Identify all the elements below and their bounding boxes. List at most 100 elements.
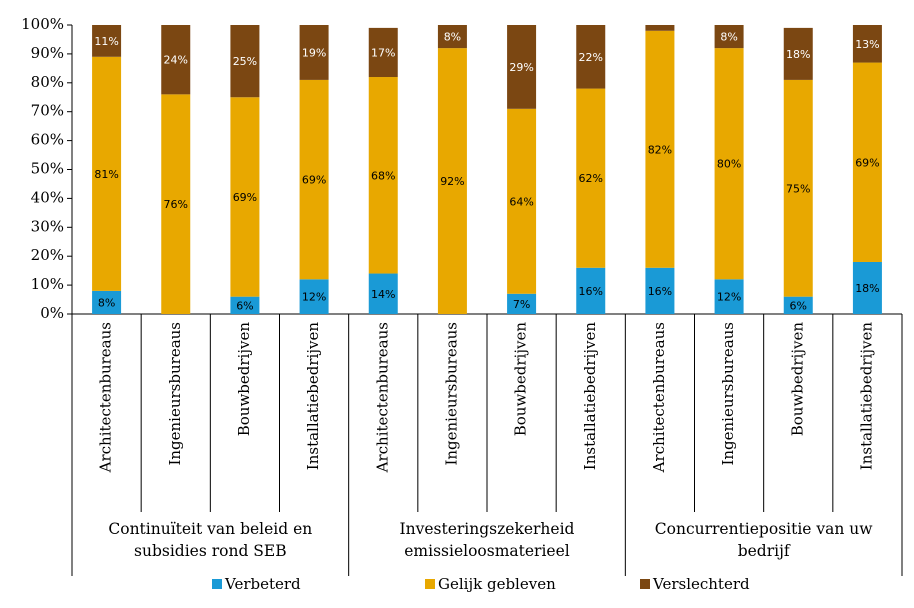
bar-segment	[852, 261, 882, 314]
bar-segment	[161, 94, 191, 314]
y-tick-label: 20%	[31, 246, 64, 264]
bar-segment	[437, 48, 467, 315]
data-label: 18%	[855, 282, 879, 295]
data-label: 12%	[302, 291, 326, 304]
bar-segment	[714, 48, 744, 280]
data-label: 29%	[509, 61, 533, 74]
data-label: 16%	[579, 285, 603, 298]
data-label: 8%	[720, 31, 737, 44]
bar-segment	[783, 296, 813, 314]
data-label: 6%	[790, 299, 807, 312]
data-label: 7%	[513, 298, 530, 311]
data-label: 76%	[164, 198, 188, 211]
data-label: 11%	[94, 35, 118, 48]
x-tick-label: Bouwbedrijven	[235, 322, 253, 437]
bar-segment	[161, 25, 191, 95]
data-label: 69%	[302, 174, 326, 187]
bar-segment	[368, 27, 398, 78]
x-tick-label: Ingenieursbureaus	[442, 322, 460, 466]
x-tick-label: Architectenbureaus	[97, 322, 115, 473]
y-tick-label: 100%	[21, 15, 64, 33]
x-tick-label: Bouwbedrijven	[788, 322, 806, 437]
y-tick-label: 10%	[31, 275, 64, 293]
x-tick-label: Installatiebedrijven	[857, 322, 875, 471]
data-label: 81%	[94, 168, 118, 181]
bar-segment	[576, 25, 606, 89]
bar-segment	[368, 77, 398, 274]
data-label: 80%	[717, 158, 741, 171]
y-tick-label: 0%	[40, 304, 64, 322]
bar-segment	[852, 25, 882, 63]
y-tick-label: 30%	[31, 217, 64, 235]
x-tick-label: Bouwbedrijven	[512, 322, 530, 437]
x-tick-label: Architectenbureaus	[650, 322, 668, 473]
x-tick-label: Ingenieursbureaus	[719, 322, 737, 466]
bar-segment	[92, 290, 122, 314]
bar-segment	[230, 296, 260, 314]
bar-segment	[230, 25, 260, 98]
data-label: 14%	[371, 288, 395, 301]
bar-segment	[783, 79, 813, 297]
data-label: 18%	[786, 48, 810, 61]
data-label: 19%	[302, 46, 326, 59]
bar-segment	[299, 79, 329, 280]
x-tick-label: Ingenieursbureaus	[166, 322, 184, 466]
y-tick-label: 50%	[31, 160, 64, 178]
data-label: 69%	[855, 156, 879, 169]
bar-segment	[368, 273, 398, 314]
legend-swatch	[640, 579, 650, 589]
bar-segment	[645, 25, 675, 31]
x-tick-label: Installatiebedrijven	[304, 322, 322, 471]
bar-segment	[507, 108, 537, 294]
bar-segment	[92, 25, 122, 57]
data-label: 24%	[164, 54, 188, 67]
bar-segment	[576, 267, 606, 314]
bar-segment	[507, 293, 537, 314]
legend-swatch	[212, 579, 222, 589]
bar-segment	[714, 25, 744, 49]
bar-segment	[645, 267, 675, 314]
y-tick-label: 80%	[31, 73, 64, 91]
data-label: 92%	[440, 175, 464, 188]
y-tick-label: 40%	[31, 188, 64, 206]
y-tick-label: 60%	[31, 131, 64, 149]
group-label: Concurrentiepositie van uw bedrijf	[654, 520, 873, 560]
data-label: 12%	[717, 291, 741, 304]
data-label: 69%	[233, 191, 257, 204]
x-tick-label: Installatiebedrijven	[581, 322, 599, 471]
bar-segment	[852, 62, 882, 262]
data-label: 22%	[579, 51, 603, 64]
y-tick-label: 90%	[31, 44, 64, 62]
bar-segment	[230, 97, 260, 297]
data-label: 16%	[648, 285, 672, 298]
bar-segment	[645, 30, 675, 268]
bar-segment	[299, 279, 329, 314]
group-label: Continuïteit van beleid en subsidies ron…	[108, 520, 313, 560]
data-label: 6%	[236, 299, 253, 312]
y-tick-label: 70%	[31, 102, 64, 120]
data-label: 75%	[786, 182, 810, 195]
data-label: 8%	[444, 31, 461, 44]
legend-label: Verbeterd	[224, 575, 301, 593]
data-label: 13%	[855, 38, 879, 51]
data-label: 82%	[648, 143, 672, 156]
data-label: 68%	[371, 169, 395, 182]
bar-segment	[714, 279, 744, 314]
data-label: 62%	[579, 172, 603, 185]
data-label: 17%	[371, 46, 395, 59]
legend-label: Gelijk gebleven	[438, 575, 556, 593]
bar-segment	[437, 25, 467, 49]
bar-segment	[92, 56, 122, 291]
bar-segment	[299, 25, 329, 80]
data-label: 25%	[233, 55, 257, 68]
bar-segment	[783, 27, 813, 80]
data-label: 8%	[98, 296, 115, 309]
bar-segment	[507, 25, 537, 109]
group-label: Investeringszekerheid emissieloosmaterie…	[399, 520, 575, 560]
data-label: 64%	[509, 195, 533, 208]
legend-label: Verslechterd	[652, 575, 750, 593]
legend-swatch	[425, 579, 435, 589]
x-tick-label: Architectenbureaus	[373, 322, 391, 473]
